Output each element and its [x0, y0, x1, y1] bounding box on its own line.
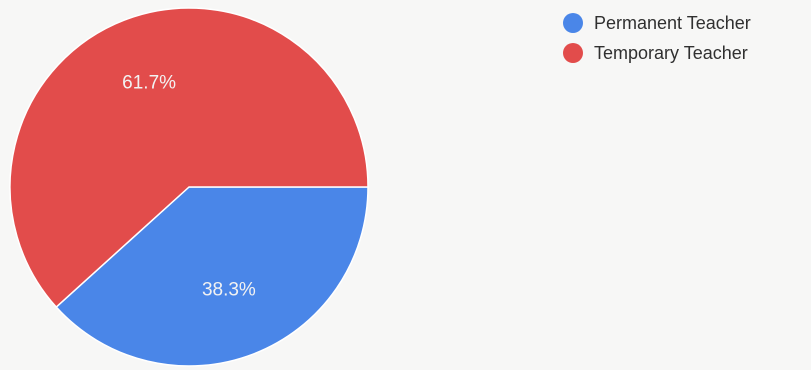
legend-swatch-permanent-teacher	[563, 13, 583, 33]
legend-item-permanent-teacher[interactable]: Permanent Teacher	[563, 8, 751, 38]
legend-label-permanent-teacher: Permanent Teacher	[594, 12, 751, 33]
legend-label-temporary-teacher: Temporary Teacher	[594, 42, 748, 63]
slice-label-permanent-teacher: 38.3%	[202, 280, 256, 301]
legend-swatch-temporary-teacher	[563, 43, 583, 63]
pie-slice-permanent-teacher[interactable]	[55, 186, 369, 367]
legend-item-temporary-teacher[interactable]: Temporary Teacher	[563, 38, 751, 68]
slice-label-temporary-teacher: 61.7%	[122, 72, 176, 93]
pie-slice-temporary-teacher[interactable]	[9, 7, 369, 309]
legend: Permanent Teacher Temporary Teacher	[563, 8, 751, 68]
